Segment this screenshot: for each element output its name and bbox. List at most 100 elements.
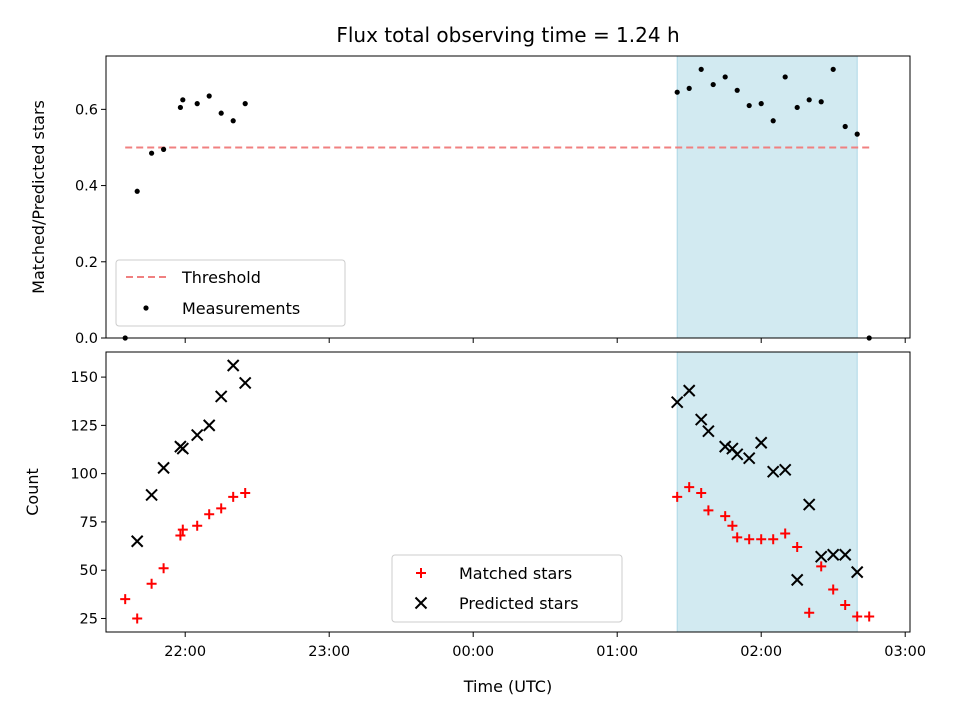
- legend-matched-label: Matched stars: [459, 564, 572, 583]
- matched-star-point: [840, 599, 851, 610]
- measurement-point: [758, 101, 764, 107]
- y-tick-label: 150: [70, 370, 98, 386]
- predicted-star-point: [226, 359, 240, 372]
- predicted-star-point: [730, 448, 744, 461]
- measurement-point: [854, 131, 860, 137]
- matched-star-point: [852, 611, 863, 622]
- x-tick-label: 01:00: [596, 644, 638, 660]
- matched-star-point: [816, 561, 827, 572]
- predicted-star-point: [130, 535, 144, 548]
- predicted-star-point: [702, 424, 715, 438]
- legend-threshold-label: Threshold: [181, 268, 261, 287]
- predicted-star-point: [802, 498, 816, 511]
- y-tick-label: 75: [80, 515, 98, 531]
- predicted-star-point: [670, 395, 684, 409]
- x-axis-label: Time (UTC): [463, 677, 552, 696]
- measurement-point: [230, 118, 236, 124]
- bottom-y-axis-label: Count: [23, 468, 42, 516]
- matched-star-point: [864, 611, 875, 622]
- y-tick-label: 100: [70, 467, 98, 483]
- top-panel: 0.0 0.2 0.4 0.6 Threshold Measurements: [75, 55, 911, 347]
- matched-star-point: [204, 509, 215, 520]
- predicted-star-point: [202, 419, 216, 432]
- legend-measurement-swatch: [143, 305, 149, 311]
- measurement-point: [242, 101, 248, 107]
- x-tick-label: 00:00: [452, 644, 494, 660]
- legend-predicted-label: Predicted stars: [459, 594, 579, 613]
- predicted-star-point: [754, 436, 768, 449]
- matched-star-point: [828, 584, 839, 595]
- predicted-star-point: [682, 384, 696, 397]
- y-tick-label: 50: [80, 563, 98, 579]
- predicted-star-point: [145, 488, 158, 502]
- predicted-star-point: [214, 390, 228, 403]
- y-tick-label: 0.0: [75, 331, 98, 347]
- measurement-point: [149, 150, 155, 156]
- matched-star-point: [756, 534, 767, 545]
- measurement-point: [734, 87, 740, 93]
- x-tick-label: 23:00: [308, 644, 350, 660]
- y-tick-label: 0.4: [75, 179, 98, 195]
- measurement-point: [746, 102, 752, 109]
- legend-measurements-label: Measurements: [182, 299, 300, 318]
- measurement-point: [830, 66, 836, 72]
- predicted-star-point: [718, 440, 732, 453]
- measurement-point: [770, 118, 776, 124]
- y-tick-label: 25: [80, 611, 98, 627]
- measurement-point: [698, 66, 704, 72]
- x-tick-label: 22:00: [164, 644, 206, 660]
- predicted-star-point: [742, 451, 756, 465]
- measurement-point: [818, 99, 824, 105]
- y-tick-label: 0.2: [75, 255, 98, 271]
- matched-star-point: [703, 505, 714, 516]
- predicted-star-point: [238, 376, 252, 390]
- measurement-point: [194, 101, 200, 107]
- measurement-point: [722, 74, 728, 80]
- matched-star-point: [175, 530, 186, 541]
- measurement-point: [710, 81, 716, 88]
- measurement-point: [218, 110, 224, 116]
- matched-star-point: [120, 594, 131, 605]
- predicted-star-point: [694, 413, 708, 426]
- predicted-star-point: [790, 573, 804, 587]
- measurement-point: [794, 104, 800, 111]
- matched-star-point: [228, 491, 239, 502]
- measurement-point: [206, 93, 212, 99]
- matched-star-point: [768, 534, 779, 545]
- matched-star-point: [732, 532, 743, 543]
- bottom-panel: 25 50 75 100 125 150 22:00 23:00 00:00 01:00 02:00…: [70, 351, 926, 660]
- y-tick-label: 0.6: [75, 102, 98, 118]
- measurement-point: [177, 104, 183, 111]
- matched-star-point: [744, 534, 755, 545]
- axes-frame: [105, 351, 911, 633]
- predicted-star-point: [814, 550, 828, 563]
- predicted-star-point: [176, 442, 190, 455]
- matched-star-point: [158, 563, 169, 574]
- x-tick-label: 02:00: [740, 644, 782, 660]
- matched-star-point: [792, 542, 803, 553]
- legend-box: [115, 259, 346, 327]
- predicted-star-point: [766, 465, 780, 478]
- matched-star-point: [146, 578, 157, 589]
- shaded-interval: [677, 352, 858, 632]
- measurement-point: [842, 123, 848, 130]
- axes-frame: [105, 55, 911, 339]
- legend-top: Threshold Measurements: [115, 259, 346, 327]
- measurement-point: [806, 97, 812, 103]
- legend-box: [391, 554, 623, 623]
- measurement-point: [134, 188, 140, 194]
- measurement-point: [180, 97, 186, 103]
- matched-star-point: [672, 491, 683, 502]
- matched-star-point: [727, 520, 738, 531]
- measurement-point: [161, 146, 167, 152]
- legend-predicted-swatch: [414, 596, 428, 610]
- matched-star-point: [684, 482, 695, 493]
- x-tick-label: 03:00: [884, 644, 926, 660]
- predicted-star-point: [838, 548, 852, 561]
- matched-star-point: [240, 487, 251, 498]
- chart-title: Flux total observing time = 1.24 h: [336, 23, 679, 47]
- matched-star-point: [720, 511, 731, 522]
- matched-star-point: [132, 613, 143, 624]
- matched-star-point: [216, 503, 227, 514]
